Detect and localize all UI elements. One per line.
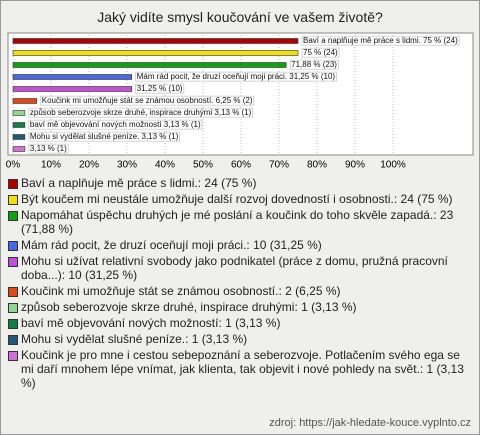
data-label-bg xyxy=(289,59,339,70)
legend-item: způsob seberozvoje skrze druhé, inspirac… xyxy=(7,300,471,314)
data-label: 75 % (24) xyxy=(303,48,338,57)
legend-item: Koučink mi umožňuje stát se známou osobn… xyxy=(7,284,471,298)
data-label: Mohu si vydělat slušné peníze. 3,13 % (1… xyxy=(30,132,179,141)
legend-swatch xyxy=(8,319,18,329)
data-label: Koučink mi umožňuje stát se známou osobn… xyxy=(42,96,253,105)
source: zdroj: https://jak-hledate-kouce.vyplnto… xyxy=(269,417,471,429)
data-label-bg xyxy=(301,47,340,58)
legend-label: Mám rád pocit, že druzí oceňují moji prá… xyxy=(21,238,322,252)
bar xyxy=(12,122,26,128)
x-tick-label: 100% xyxy=(380,160,406,171)
data-label: 71,88 % (23) xyxy=(291,60,337,69)
legend-swatch xyxy=(8,287,18,297)
bar xyxy=(12,62,287,68)
x-tick-label: 40% xyxy=(155,160,175,171)
legend-item: Mám rád pocit, že druzí oceňují moji prá… xyxy=(7,238,471,252)
legend-label: Baví a naplňuje mě práce s lidmi.: 24 (7… xyxy=(21,176,257,190)
bar xyxy=(12,134,26,140)
legend-swatch xyxy=(8,241,18,251)
data-label-bg xyxy=(40,95,255,106)
legend: Baví a naplňuje mě práce s lidmi.: 24 (7… xyxy=(7,176,471,392)
plot: 0% 10% 20% 30% 40% 50% 60% 70% 80% 90% 100% Baví a … xyxy=(6,32,474,171)
legend-label: způsob seberozvoje skrze druhé, inspirac… xyxy=(21,300,357,314)
legend-item: Baví a naplňuje mě práce s lidmi.: 24 (7… xyxy=(7,176,471,190)
legend-swatch xyxy=(8,195,18,205)
bar xyxy=(12,50,299,56)
bar xyxy=(12,38,299,44)
legend-item: Napomáhat úspěchu druhých je mé poslání … xyxy=(7,208,471,236)
bar xyxy=(12,98,38,104)
legend-item: baví mě objevování nových možností: 1 (3… xyxy=(7,316,471,330)
legend-item: Mohu si užívat relativní svobody jako po… xyxy=(7,254,471,282)
x-tick-label: 10% xyxy=(41,160,61,171)
legend-swatch xyxy=(8,351,18,361)
legend-label: baví mě objevování nových možností: 1 (3… xyxy=(21,316,281,330)
x-tick-label: 90% xyxy=(345,160,365,171)
bar xyxy=(12,146,26,152)
legend-swatch xyxy=(8,211,18,221)
data-label-bg xyxy=(28,143,69,154)
legend-label: Mohu si užívat relativní svobody jako po… xyxy=(21,254,448,282)
x-tick-label: 0% xyxy=(6,160,21,171)
legend-item: Mohu si vydělat slušné peníze.: 1 (3,13 … xyxy=(7,332,471,346)
x-tick-label: 30% xyxy=(117,160,137,171)
bar xyxy=(12,74,133,80)
data-label: způsob seberozvoje skrze druhé, inspirac… xyxy=(30,108,252,117)
data-label: Mám rád pocit, že druzí oceňují moji prá… xyxy=(137,72,336,81)
legend-label: Být koučem mi neustále umožňuje další ro… xyxy=(21,192,453,206)
legend-label: Mohu si vydělat slušné peníze.: 1 (3,13 … xyxy=(21,332,248,346)
legend-swatch xyxy=(8,179,18,189)
data-label: 3,13 % (1) xyxy=(30,144,67,153)
x-tick-label: 20% xyxy=(79,160,99,171)
bar xyxy=(12,86,133,92)
data-label-bg xyxy=(301,35,460,46)
legend-label: Koučink je pro mne i cestou sebepoznání … xyxy=(21,348,464,390)
x-tick-label: 50% xyxy=(193,160,213,171)
data-label-bg xyxy=(135,71,337,82)
legend-label: Koučink mi umožňuje stát se známou osobn… xyxy=(21,284,341,298)
data-label: 31,25 % (10) xyxy=(137,84,183,93)
x-tick-label: 70% xyxy=(269,160,289,171)
legend-item: Být koučem mi neustále umožňuje další ro… xyxy=(7,192,471,206)
data-label-bg xyxy=(28,119,203,130)
bar xyxy=(12,110,26,116)
x-tick-label: 60% xyxy=(231,160,251,171)
x-tick-label: 80% xyxy=(307,160,327,171)
legend-swatch xyxy=(8,257,18,267)
legend-label: Napomáhat úspěchu druhých je mé poslání … xyxy=(21,208,454,236)
legend-item: Koučink je pro mne i cestou sebepoznání … xyxy=(7,348,471,390)
data-label: Baví a naplňuje mě práce s lidmi. 75 % (… xyxy=(303,36,458,45)
data-label: baví mě objevování nových možností 3,13 … xyxy=(30,120,201,129)
legend-swatch xyxy=(8,335,18,345)
data-label-bg xyxy=(28,107,253,118)
data-label-bg xyxy=(135,83,185,94)
data-label-bg xyxy=(28,131,181,142)
legend-swatch xyxy=(8,303,18,313)
chart-title: Jaký vidíte smysl koučování ve vašem živ… xyxy=(97,9,383,25)
